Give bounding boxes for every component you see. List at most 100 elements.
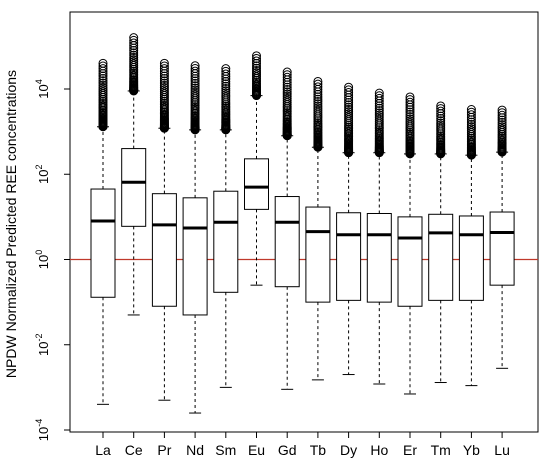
plot-frame: [69, 11, 539, 433]
box-iqr: [489, 211, 515, 286]
box-iqr: [213, 190, 239, 293]
outlier-point: [344, 104, 354, 114]
outlier-point: [159, 87, 169, 97]
outlier-point: [405, 109, 415, 119]
outlier-point: [221, 64, 231, 74]
x-tick-label-la: La: [95, 442, 111, 458]
box-yb: [458, 105, 484, 387]
outlier-point: [436, 101, 446, 111]
outlier-point: [129, 55, 139, 65]
outlier-point: [159, 80, 169, 90]
box-iqr: [121, 148, 147, 227]
outlier-point: [221, 88, 231, 98]
outlier-point: [98, 82, 108, 92]
outliers: [344, 82, 354, 158]
outlier-point: [282, 72, 292, 82]
outlier-point: [282, 95, 292, 105]
outliers: [313, 76, 323, 152]
x-tick-label-lu: Lu: [494, 442, 510, 458]
outlier-point: [221, 66, 231, 76]
outlier-point: [405, 116, 415, 126]
outlier-point: [313, 76, 323, 86]
outlier-point: [405, 112, 415, 122]
outlier-point: [313, 82, 323, 92]
outlier-point: [466, 122, 476, 132]
outlier-point: [497, 105, 507, 115]
outlier-point: [98, 58, 108, 68]
outlier-point: [374, 91, 384, 101]
outlier-point: [497, 108, 507, 118]
outlier-point: [405, 97, 415, 107]
box-iqr: [151, 193, 177, 307]
outlier-point: [436, 116, 446, 126]
box-gd: [274, 67, 300, 390]
outlier-point: [221, 69, 231, 79]
outlier-point: [344, 111, 354, 121]
outlier-point: [221, 83, 231, 93]
outlier-point: [221, 86, 231, 96]
outliers: [436, 101, 446, 159]
plot-border: [69, 11, 539, 433]
outlier-point: [98, 64, 108, 74]
outlier-point: [282, 87, 292, 97]
outlier-point: [344, 82, 354, 92]
outlier-point: [252, 61, 261, 71]
outlier-point: [252, 68, 261, 78]
outlier-point: [466, 124, 476, 134]
outlier-point: [221, 81, 231, 91]
outlier-point: [190, 63, 200, 73]
y-tick-label: 10-2: [34, 334, 51, 356]
outlier-point: [98, 73, 108, 83]
outlier-point: [405, 107, 415, 117]
outlier-point: [282, 82, 292, 92]
outliers: [252, 51, 261, 101]
outliers: [282, 67, 292, 141]
outlier-point: [129, 33, 139, 43]
outlier-point: [98, 80, 108, 90]
outlier-point: [159, 73, 169, 83]
outlier-point: [497, 122, 507, 132]
outlier-point: [129, 38, 139, 48]
outlier-point: [436, 104, 446, 114]
box-iqr: [90, 188, 116, 298]
outlier-point: [436, 122, 446, 132]
outliers: [374, 88, 384, 158]
outlier-point: [374, 93, 384, 103]
outlier-point: [190, 76, 200, 86]
box-eu: [244, 51, 269, 286]
box-iqr: [336, 212, 362, 301]
outliers: [466, 105, 476, 160]
outlier-point: [405, 114, 415, 124]
outlier-point: [466, 119, 476, 129]
x-tick-label-yb: Yb: [463, 442, 480, 458]
outlier-point: [129, 48, 139, 58]
outlier-point: [344, 88, 354, 98]
outlier-point: [313, 101, 323, 111]
outliers: [405, 92, 415, 159]
box-er: [397, 92, 423, 395]
box-iqr: [182, 197, 208, 316]
y-tick-label: 104: [34, 79, 51, 98]
outlier-point: [159, 83, 169, 93]
outlier-point: [466, 105, 476, 115]
outlier-point: [405, 105, 415, 115]
outlier-point: [129, 57, 139, 67]
x-tick-label-ce: Ce: [125, 442, 143, 458]
y-tick-label: 102: [34, 165, 51, 184]
outlier-point: [282, 85, 292, 95]
outlier-point: [282, 91, 292, 101]
box-iqr: [458, 215, 484, 301]
outlier-point: [374, 88, 384, 98]
outlier-point: [344, 85, 354, 95]
outlier-point: [313, 92, 323, 102]
outlier-point: [405, 95, 415, 105]
x-tick-label-nd: Nd: [186, 442, 204, 458]
outlier-point: [344, 109, 354, 119]
outlier-point: [252, 51, 261, 61]
outlier-point: [313, 97, 323, 107]
x-tick-label-eu: Eu: [248, 442, 265, 458]
outlier-point: [98, 71, 108, 81]
outlier-point: [252, 56, 261, 66]
outlier-point: [190, 83, 200, 93]
outlier-point: [159, 58, 169, 68]
